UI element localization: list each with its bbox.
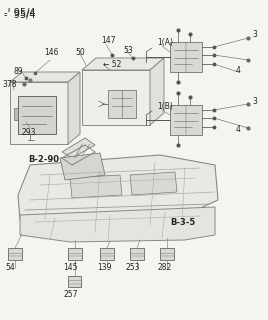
Text: -’ 95/4: -’ 95/4 [4, 10, 35, 20]
Text: ← 52: ← 52 [103, 60, 121, 69]
Polygon shape [68, 276, 81, 287]
Text: 139: 139 [97, 263, 111, 272]
Text: B-3-5: B-3-5 [170, 218, 195, 227]
Polygon shape [8, 248, 22, 260]
Polygon shape [170, 42, 202, 72]
Text: 1(A): 1(A) [157, 38, 173, 47]
Text: 50: 50 [75, 48, 85, 57]
Polygon shape [68, 72, 80, 144]
Text: 53: 53 [123, 46, 133, 55]
Text: 282: 282 [157, 263, 171, 272]
Polygon shape [18, 155, 218, 235]
Polygon shape [130, 248, 144, 260]
Text: 378: 378 [2, 80, 17, 89]
Text: -’ 95/4: -’ 95/4 [4, 8, 35, 18]
Polygon shape [60, 153, 105, 180]
Polygon shape [10, 82, 68, 144]
Text: 89: 89 [14, 67, 24, 76]
Polygon shape [10, 72, 80, 82]
Text: 147: 147 [101, 36, 116, 45]
Text: 146: 146 [44, 48, 58, 57]
Polygon shape [18, 96, 56, 134]
Text: 293: 293 [22, 128, 36, 137]
Polygon shape [20, 207, 215, 242]
Text: B-2-90: B-2-90 [28, 155, 59, 164]
Text: 257: 257 [63, 290, 77, 299]
Text: 4: 4 [236, 125, 241, 134]
Polygon shape [160, 248, 174, 260]
Polygon shape [82, 58, 164, 70]
Polygon shape [130, 172, 177, 195]
Polygon shape [68, 248, 82, 260]
Polygon shape [170, 105, 202, 135]
Polygon shape [150, 58, 164, 125]
Polygon shape [70, 175, 122, 198]
Text: 4: 4 [236, 66, 241, 75]
Polygon shape [100, 248, 114, 260]
Text: 145: 145 [63, 263, 77, 272]
Polygon shape [108, 90, 136, 118]
Polygon shape [62, 138, 95, 158]
Polygon shape [14, 108, 18, 120]
Text: 3: 3 [252, 97, 257, 106]
Polygon shape [82, 70, 150, 125]
Text: 1(B): 1(B) [157, 102, 173, 111]
Text: 3: 3 [252, 30, 257, 39]
Text: 253: 253 [126, 263, 140, 272]
Text: 54: 54 [5, 263, 15, 272]
